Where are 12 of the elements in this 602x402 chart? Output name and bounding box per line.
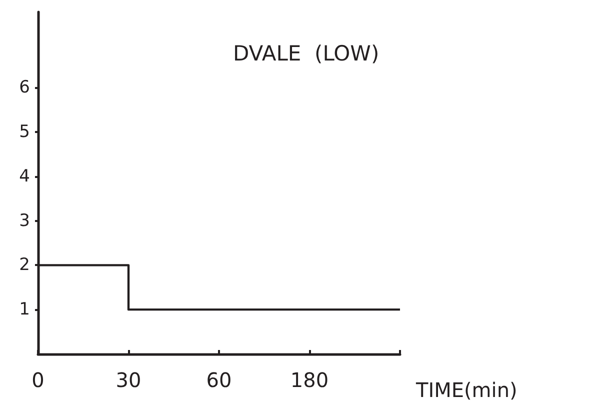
- x-tick-label: 0: [32, 368, 44, 392]
- x-tick-label: 30: [116, 368, 142, 392]
- x-axis-title: TIME(min): [415, 378, 518, 402]
- y-tick-label: 2: [19, 255, 30, 276]
- x-tick-label: 60: [206, 368, 232, 392]
- y-tick-label: 4: [19, 166, 30, 186]
- y-tick-label: 1: [19, 300, 30, 320]
- text: DVALE (LOW): [233, 42, 380, 66]
- x-tick-label: 180: [290, 368, 329, 392]
- y-tick-label: 6: [19, 78, 30, 98]
- y-tick-label: 5: [19, 122, 30, 142]
- y-tick-label: 3: [19, 210, 30, 231]
